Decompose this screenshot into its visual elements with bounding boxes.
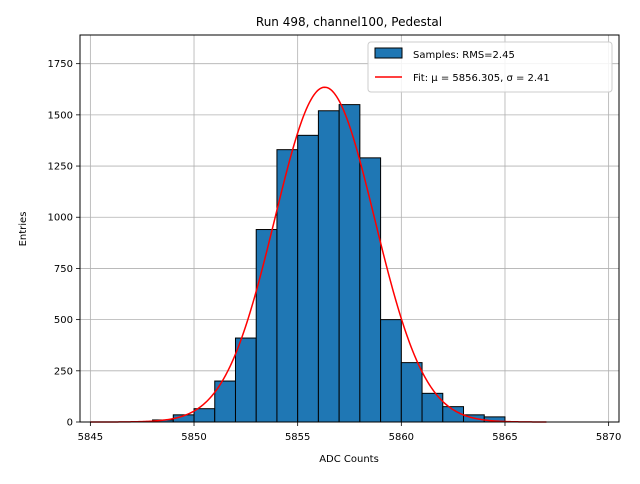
x-tick-label: 5850	[181, 432, 206, 443]
histogram-bar	[338, 104, 361, 423]
histogram-bar	[234, 337, 257, 423]
histogram-bars	[152, 104, 506, 423]
y-tick-label: 250	[54, 366, 73, 377]
y-axis-ticks: 0 250 500 750 1000 1250 1500 1750	[48, 59, 80, 429]
histogram-bar	[400, 362, 423, 423]
y-tick-label: 750	[54, 264, 73, 275]
x-axis-label: ADC Counts	[319, 454, 379, 465]
y-tick-label: 1500	[48, 110, 73, 121]
histogram-bar	[359, 157, 382, 423]
histogram-bar	[255, 229, 278, 423]
legend-histogram-label: Samples: RMS=2.45	[413, 50, 515, 61]
histogram-bar	[380, 319, 402, 423]
histogram-bar	[193, 408, 216, 423]
legend: Samples: RMS=2.45 Fit: μ = 5856.305, σ =…	[367, 41, 613, 93]
chart-title: Run 498, channel100, Pedestal	[256, 15, 442, 29]
histogram-bar	[297, 134, 319, 423]
x-tick-label: 5845	[78, 432, 103, 443]
histogram-bar	[276, 149, 299, 423]
fit-curve-group	[90, 86, 547, 423]
x-tick-label: 5860	[389, 432, 414, 443]
y-tick-label: 500	[54, 315, 73, 326]
x-tick-label: 5855	[285, 432, 310, 443]
y-tick-label: 1000	[48, 213, 73, 224]
fit-curve	[90, 86, 547, 423]
histogram-bar	[317, 110, 340, 423]
x-tick-label: 5865	[492, 432, 517, 443]
plot-frame	[79, 34, 620, 423]
y-tick-label: 1250	[48, 162, 73, 173]
y-tick-label: 1750	[48, 59, 73, 70]
x-axis-ticks: 5845 5850 5855 5860 5865 5870	[78, 422, 621, 443]
legend-box	[367, 41, 613, 93]
x-tick-label: 5870	[596, 432, 621, 443]
y-tick-label: 0	[67, 418, 73, 429]
legend-histogram-swatch	[374, 47, 403, 59]
y-axis-label: Entries	[18, 212, 29, 247]
legend-fit-label: Fit: μ = 5856.305, σ = 2.41	[413, 73, 550, 84]
